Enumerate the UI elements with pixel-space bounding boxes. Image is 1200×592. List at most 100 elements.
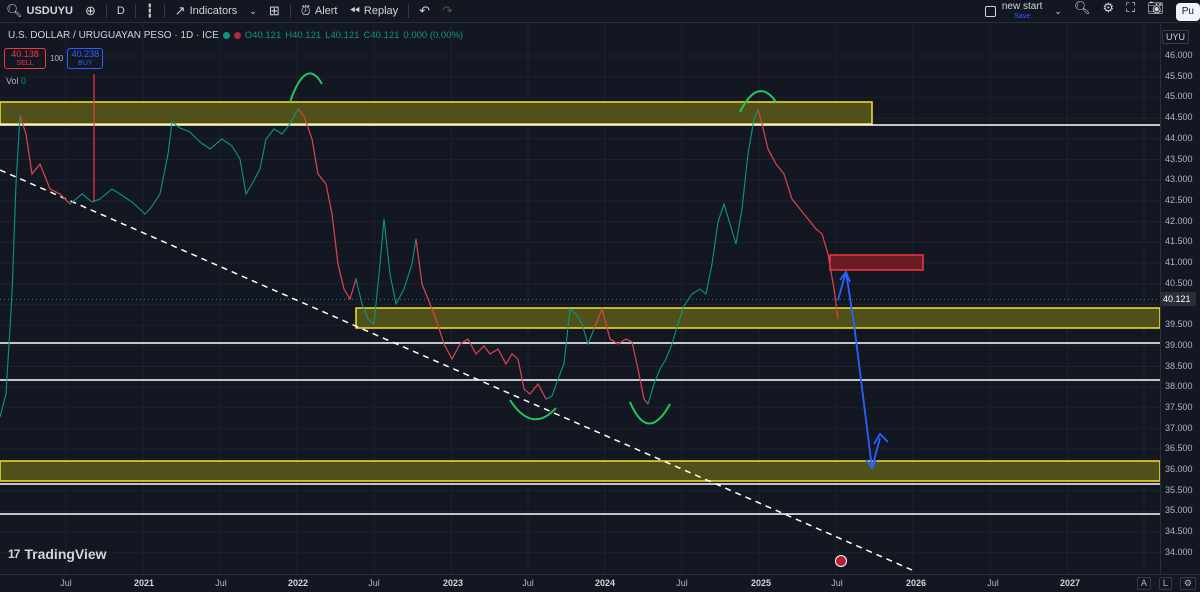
price-tick: 36.000 xyxy=(1165,464,1193,474)
settings-icon[interactable]: ⚙ xyxy=(1102,0,1115,15)
time-tick: Jul xyxy=(831,578,843,588)
price-tick: 35.500 xyxy=(1165,484,1193,495)
alert-label: Alert xyxy=(314,5,338,17)
trade-panel: 40.138 SELL 100 40.238 BUY xyxy=(4,48,104,69)
search-icon: 🔍︎ xyxy=(6,3,23,18)
price-tick: 37.000 xyxy=(1165,422,1193,433)
time-tick: 2026 xyxy=(905,578,927,588)
bottom-arc-2023 xyxy=(509,399,557,421)
sell-label: SELL xyxy=(16,60,34,67)
watermark-text: TradingView xyxy=(24,546,107,562)
current-price-tag: 40.121 xyxy=(1160,292,1196,307)
tradingview-logo-icon: 17 xyxy=(8,547,20,561)
time-tick: 2023 xyxy=(442,578,464,588)
buy-button[interactable]: 40.238 BUY xyxy=(67,48,104,69)
price-tick: 45.000 xyxy=(1165,91,1193,102)
time-tick: Jul xyxy=(522,578,534,588)
price-tick: 45.500 xyxy=(1165,70,1193,81)
time-tick: Jul xyxy=(60,578,72,588)
undo-button[interactable]: ↶ xyxy=(413,0,436,23)
time-tick: 2021 xyxy=(133,578,155,588)
price-tick: 39.500 xyxy=(1165,319,1193,330)
support-zone-bottom xyxy=(0,460,1160,482)
price-tick: 41.000 xyxy=(1165,257,1193,267)
projection-arrow-line xyxy=(837,271,873,469)
indicators-button[interactable]: ↗ Indicators ⌄ xyxy=(169,0,263,23)
log-scale-button[interactable]: L xyxy=(1158,577,1172,590)
time-tick: Jul xyxy=(987,578,999,588)
time-tick: Jul xyxy=(215,578,227,588)
sell-button[interactable]: 40.138 SELL xyxy=(4,48,46,69)
rewind-icon: ⏪︎ xyxy=(349,3,360,18)
price-tick: 35.000 xyxy=(1165,505,1193,516)
compare-button[interactable]: ⊕ xyxy=(79,0,102,23)
price-tick: 42.000 xyxy=(1165,215,1193,226)
replay-button[interactable]: ⏪︎ Replay xyxy=(343,0,404,23)
volume-label: Vol xyxy=(6,76,19,86)
price-tick: 40.500 xyxy=(1165,277,1193,288)
price-tick: 34.000 xyxy=(1165,546,1193,557)
sell-price: 40.138 xyxy=(11,49,39,59)
legend-title: U.S. DOLLAR / URUGUAYAN PESO · 1D · ICE xyxy=(8,30,219,41)
divider xyxy=(134,4,136,18)
price-line-down xyxy=(297,108,357,301)
indicators-icon: ↗ xyxy=(174,3,186,18)
chart-canvas[interactable] xyxy=(0,24,1160,574)
buy-price: 40.238 xyxy=(71,49,100,59)
layout-save[interactable]: new start Save xyxy=(1002,1,1043,22)
divider xyxy=(105,4,107,18)
volume-legend: Vol 0 xyxy=(6,76,26,86)
price-tick: 43.500 xyxy=(1165,153,1193,164)
interval-label: D xyxy=(116,5,125,17)
time-axis[interactable]: A L ⚙ Jul 2021 Jul 2022 Jul 2023 Jul 2024 Jul 202… xyxy=(0,574,1200,592)
chart-pane[interactable] xyxy=(0,24,1160,574)
layout-checkbox[interactable] xyxy=(984,6,996,17)
data-status-icon xyxy=(233,32,241,39)
price-tick: 43.000 xyxy=(1165,174,1193,185)
price-tick: 36.500 xyxy=(1165,443,1193,454)
camera-icon[interactable]: 📷︎ xyxy=(1147,0,1164,15)
price-line-down xyxy=(415,238,547,400)
auto-scale-button[interactable]: A xyxy=(1136,577,1151,590)
layouts-button[interactable]: ⊞ xyxy=(263,0,286,23)
quick-search-icon[interactable]: 🔍︎ xyxy=(1073,0,1091,15)
redo-icon: ↷ xyxy=(442,3,453,18)
undo-icon: ↶ xyxy=(419,3,431,18)
trend-line xyxy=(0,169,913,571)
us-flag-event-icon[interactable] xyxy=(835,555,847,567)
spread-value: 100 xyxy=(50,54,64,63)
price-tick: 44.000 xyxy=(1165,132,1193,143)
grid-icon: ⊞ xyxy=(268,3,280,18)
volume-value: 0 xyxy=(21,76,27,86)
time-tick: 2024 xyxy=(594,578,616,588)
replay-label: Replay xyxy=(363,5,399,17)
symbol-label: USDUYU xyxy=(26,5,73,17)
plus-circle-icon: ⊕ xyxy=(84,3,96,18)
legend-low: L40.121 xyxy=(325,30,360,41)
candles-icon: ┇ xyxy=(145,3,154,18)
currency-label[interactable]: UYU xyxy=(1162,30,1190,44)
fullscreen-icon[interactable]: ⛶ xyxy=(1126,0,1136,15)
chevron-down-icon: ⌄ xyxy=(249,5,257,16)
time-tick: 2022 xyxy=(287,578,309,588)
top-arc-2022 xyxy=(289,72,323,103)
rebound-arrow-line xyxy=(871,437,881,469)
axis-settings-icon[interactable]: ⚙ xyxy=(1179,577,1196,590)
price-tick: 44.500 xyxy=(1165,112,1193,123)
price-tick: 38.000 xyxy=(1165,381,1193,392)
alert-button[interactable]: ⏰︎ Alert xyxy=(295,0,344,23)
symbol-search[interactable]: 🔍︎ USDUYU xyxy=(0,0,79,23)
interval-button[interactable]: D xyxy=(111,0,131,23)
legend-close: C40.121 xyxy=(363,30,400,41)
layout-menu-chevron-icon[interactable]: ⌄ xyxy=(1054,6,1062,16)
legend-high: H40.121 xyxy=(285,30,322,41)
axis-controls: A L ⚙ xyxy=(1136,577,1196,590)
chart-type-button[interactable]: ┇ xyxy=(140,0,160,23)
support-zone-mid xyxy=(355,307,1160,329)
toolbar-right: new start Save ⌄ 🔍︎ ⚙ ⛶ 📷︎ Pu xyxy=(984,0,1200,23)
time-tick: 2025 xyxy=(750,578,772,588)
publish-button[interactable]: Pu xyxy=(1175,2,1200,21)
divider xyxy=(163,4,165,18)
rebound-arrow-head xyxy=(873,432,889,445)
redo-button[interactable]: ↷ xyxy=(436,0,459,23)
